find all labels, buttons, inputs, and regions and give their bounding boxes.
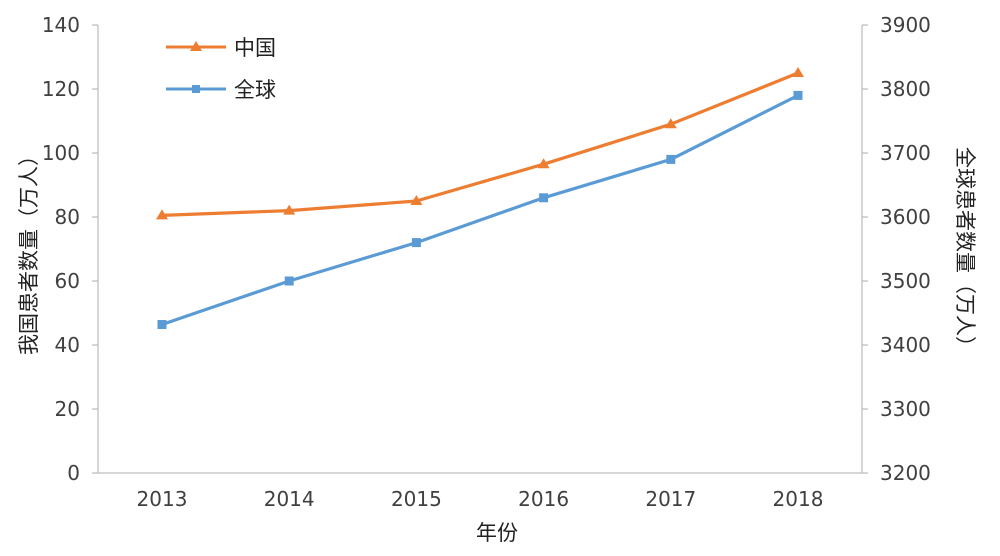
left-y-tick-labels: 0 20 40 60 80 100 120 140 bbox=[42, 13, 98, 485]
right-y-tick-label: 3800 bbox=[880, 77, 931, 101]
left-y-tick-label: 0 bbox=[67, 461, 80, 485]
data-point-china bbox=[156, 209, 168, 220]
series-line-china bbox=[161, 71, 799, 217]
legend-label-china: 中国 bbox=[234, 36, 276, 60]
data-point-global bbox=[793, 90, 803, 100]
left-y-tick-label: 20 bbox=[55, 397, 80, 421]
left-y-tick-label: 60 bbox=[55, 269, 80, 293]
x-tick-label: 2013 bbox=[137, 487, 188, 511]
left-y-axis-title: 我国患者数量（万人） bbox=[17, 145, 41, 355]
right-y-tick-label: 3700 bbox=[880, 141, 931, 165]
data-point-global bbox=[411, 238, 421, 248]
x-axis-title: 年份 bbox=[476, 521, 518, 545]
data-point-china bbox=[664, 118, 677, 129]
data-point-global bbox=[284, 276, 294, 286]
x-tick-label: 2018 bbox=[773, 487, 824, 511]
left-y-tick-label: 100 bbox=[42, 141, 80, 165]
legend-label-global: 全球 bbox=[234, 78, 276, 102]
series-line-global bbox=[161, 93, 799, 327]
left-y-tick-label: 80 bbox=[55, 205, 80, 229]
legend-marker-china bbox=[190, 41, 202, 51]
left-y-tick-label: 140 bbox=[42, 13, 80, 37]
right-y-tick-label: 3900 bbox=[880, 13, 931, 37]
left-y-tick-label: 120 bbox=[42, 77, 80, 101]
plot-area bbox=[156, 67, 804, 330]
data-point-china bbox=[537, 158, 550, 169]
right-y-axis-title: 全球患者数量（万人） bbox=[953, 147, 977, 357]
right-y-tick-label: 3600 bbox=[880, 205, 931, 229]
data-point-china bbox=[410, 195, 423, 205]
x-tick-label: 2015 bbox=[391, 487, 442, 511]
legend-marker-global bbox=[192, 85, 200, 93]
data-point-global bbox=[666, 154, 676, 164]
data-point-china bbox=[283, 204, 296, 215]
axes bbox=[97, 25, 863, 474]
right-y-tick-label: 3400 bbox=[880, 333, 931, 357]
x-tick-label: 2017 bbox=[645, 487, 696, 511]
x-tick-labels: 2013 2014 2015 2016 2017 2018 bbox=[137, 487, 824, 511]
data-point-china bbox=[792, 67, 804, 77]
left-y-tick-label: 40 bbox=[55, 333, 80, 357]
right-y-tick-label: 3500 bbox=[880, 269, 931, 293]
legend: 中国 全球 bbox=[166, 36, 276, 102]
x-tick-label: 2016 bbox=[518, 487, 569, 511]
data-point-global bbox=[539, 193, 549, 203]
x-tick-label: 2014 bbox=[264, 487, 315, 511]
right-y-tick-label: 3200 bbox=[880, 461, 931, 485]
data-point-global bbox=[157, 320, 167, 330]
right-y-tick-label: 3300 bbox=[880, 397, 931, 421]
right-y-tick-labels: 3200 3300 3400 3500 3600 3700 3800 3900 bbox=[862, 13, 931, 485]
